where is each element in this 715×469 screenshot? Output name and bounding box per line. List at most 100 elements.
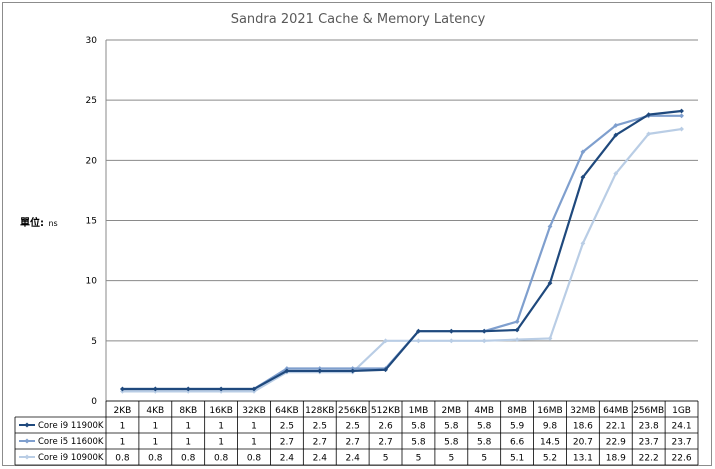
grid-lines — [105, 39, 698, 402]
table-cell-0-9: 5.8 — [411, 422, 426, 432]
table-cell-0-2: 1 — [185, 422, 191, 432]
table-cell-2-5: 2.4 — [280, 454, 295, 464]
table-cell-1-7: 2.7 — [346, 438, 360, 448]
y-axis-label: 單位: ns — [20, 213, 58, 230]
table-cell-0-13: 9.8 — [543, 422, 558, 432]
category-label-4: 32KB — [242, 406, 266, 416]
table-cell-0-17: 24.1 — [672, 422, 692, 432]
table-cell-2-14: 13.1 — [573, 454, 593, 464]
table-cell-1-16: 23.7 — [639, 438, 659, 448]
table-cell-1-6: 2.7 — [313, 438, 327, 448]
table-cell-2-4: 0.8 — [247, 454, 262, 464]
y-tick-label-0: 0 — [91, 397, 97, 407]
table-cell-1-1: 1 — [152, 438, 158, 448]
data-point-0-10 — [448, 328, 454, 334]
table-cell-0-11: 5.8 — [477, 422, 492, 432]
table-cell-2-16: 22.2 — [639, 454, 659, 464]
table-cell-0-16: 23.8 — [639, 422, 659, 432]
legend-label-0: Core i9 11900K — [38, 421, 104, 431]
table-cell-1-3: 1 — [218, 438, 224, 448]
category-label-3: 16KB — [209, 406, 233, 416]
category-label-11: 4MB — [474, 406, 494, 416]
y-axis-label-main: 單位: — [20, 216, 44, 229]
table-cell-1-13: 14.5 — [540, 438, 560, 448]
category-label-2: 8KB — [179, 406, 197, 416]
category-label-5: 64KB — [275, 406, 299, 416]
table-cell-2-7: 2.4 — [346, 454, 361, 464]
series-lines — [120, 108, 684, 394]
table-cell-1-12: 6.6 — [510, 438, 525, 448]
data-point-2-1 — [152, 388, 158, 394]
table-cell-2-8: 5 — [383, 454, 389, 464]
table-cell-2-15: 18.9 — [606, 454, 626, 464]
table-cell-1-17: 23.7 — [672, 438, 692, 448]
table-cell-0-6: 2.5 — [313, 422, 327, 432]
table-cell-1-14: 20.7 — [573, 438, 593, 448]
table-cell-2-11: 5 — [481, 454, 487, 464]
data-point-2-3 — [218, 388, 224, 394]
category-label-6: 128KB — [305, 406, 334, 416]
category-label-13: 16MB — [537, 406, 562, 416]
legend-swatch-marker-0 — [24, 422, 30, 428]
table-cell-2-0: 0.8 — [115, 454, 130, 464]
table-cell-1-9: 5.8 — [411, 438, 426, 448]
data-point-1-17 — [679, 113, 684, 119]
data-point-0-11 — [481, 328, 487, 334]
category-label-10: 2MB — [441, 406, 461, 416]
table-cell-1-5: 2.7 — [280, 438, 294, 448]
data-point-0-9 — [416, 328, 421, 334]
category-label-12: 8MB — [507, 406, 527, 416]
category-label-14: 32MB — [570, 406, 595, 416]
chart-title: Sandra 2021 Cache & Memory Latency — [231, 12, 486, 27]
data-point-2-17 — [679, 126, 684, 132]
series-line-2 — [122, 127, 682, 393]
table-cell-0-14: 18.6 — [573, 422, 593, 432]
table-cell-0-1: 1 — [152, 422, 158, 432]
table-cell-2-2: 0.8 — [181, 454, 196, 464]
table-cell-0-10: 5.8 — [444, 422, 459, 432]
y-tick-label-1: 5 — [91, 337, 97, 347]
data-table: 2KB 4KB 8KB 16KB 32KB 64KB 128KB 256KB 512KB 1MB 2… — [14, 400, 699, 466]
series-line-0 — [122, 109, 682, 391]
table-cell-0-7: 2.5 — [346, 422, 360, 432]
data-point-2-0 — [120, 388, 125, 394]
table-cell-0-8: 2.6 — [378, 422, 393, 432]
table-cell-1-10: 5.8 — [444, 438, 459, 448]
data-point-0-2 — [185, 386, 191, 392]
table-cell-0-4: 1 — [251, 422, 257, 432]
category-label-9: 1MB — [409, 406, 429, 416]
table-cell-1-15: 22.9 — [606, 438, 626, 448]
y-axis-label-unit: ns — [48, 219, 57, 228]
y-tick-labels: 0 5 10 15 20 25 30 — [86, 36, 98, 407]
table-cell-2-10: 5 — [448, 454, 454, 464]
table-cell-1-11: 5.8 — [477, 438, 492, 448]
table-cell-1-0: 1 — [120, 438, 126, 448]
category-label-0: 2KB — [114, 406, 132, 416]
table-cell-2-1: 0.8 — [148, 454, 163, 464]
table-cell-2-17: 22.6 — [672, 454, 692, 464]
table-cell-2-13: 5.2 — [543, 454, 557, 464]
table-cell-1-2: 1 — [185, 438, 191, 448]
data-point-2-11 — [481, 338, 487, 344]
table-cell-1-8: 2.7 — [378, 438, 392, 448]
table-cell-0-15: 22.1 — [606, 422, 626, 432]
legend-swatch-marker-2 — [24, 454, 30, 460]
y-tick-label-6: 30 — [86, 36, 98, 46]
y-tick-label-2: 10 — [86, 277, 98, 287]
table-cell-0-3: 1 — [218, 422, 224, 432]
legend-label-1: Core i5 11600K — [38, 437, 104, 447]
data-point-2-4 — [251, 388, 257, 394]
data-point-2-9 — [416, 338, 421, 344]
data-point-2-10 — [448, 338, 454, 344]
table-cell-2-3: 0.8 — [214, 454, 229, 464]
table-cell-2-6: 2.4 — [313, 454, 328, 464]
data-point-2-15 — [613, 171, 619, 176]
data-point-0-15 — [613, 132, 619, 138]
category-label-15: 64MB — [603, 406, 628, 416]
table-cell-2-9: 5 — [416, 454, 422, 464]
category-label-16: 256MB — [633, 406, 664, 416]
legend-label-2: Core i9 10900K — [38, 453, 104, 463]
category-label-1: 4KB — [146, 406, 164, 416]
category-label-8: 512KB — [371, 406, 400, 416]
